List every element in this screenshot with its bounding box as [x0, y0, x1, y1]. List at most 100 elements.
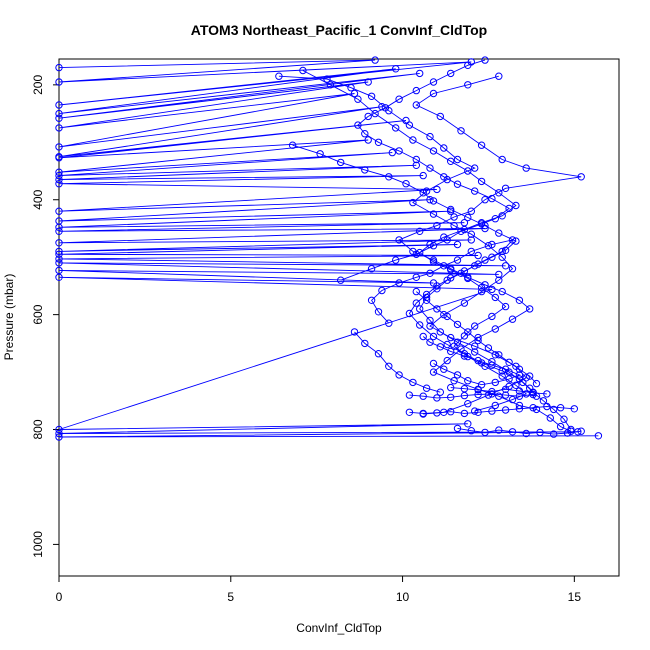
data-point — [570, 405, 578, 413]
data-point — [488, 285, 496, 294]
series-line — [416, 291, 537, 384]
data-point — [498, 155, 506, 164]
data-point — [433, 394, 441, 402]
data-point — [426, 132, 434, 141]
data-point — [412, 273, 420, 281]
data-point — [55, 266, 63, 275]
data-point — [443, 356, 451, 365]
data-point — [471, 164, 479, 172]
data-point — [460, 352, 469, 360]
data-point — [350, 328, 359, 336]
data-point — [433, 185, 441, 194]
chart-title: ATOM3 Northeast_Pacific_1 ConvInf_CldTop — [191, 22, 487, 38]
data-point — [464, 352, 472, 361]
data-point — [419, 332, 427, 341]
data-point — [419, 410, 427, 418]
data-point — [453, 424, 462, 433]
data-point — [498, 287, 506, 296]
data-point — [474, 260, 482, 268]
data-point — [55, 259, 63, 267]
data-point — [460, 299, 469, 307]
data-point — [481, 256, 489, 264]
data-point — [498, 247, 506, 256]
x-axis: 0 5 10 15 — [56, 576, 582, 604]
data-point — [55, 124, 63, 132]
data-point — [55, 207, 63, 215]
data-point — [491, 325, 499, 333]
data-point — [577, 427, 585, 435]
data-point — [522, 164, 530, 172]
x-tick-label: 10 — [396, 590, 410, 604]
x-tick-label: 5 — [227, 590, 234, 604]
data-point — [429, 89, 438, 98]
data-point — [488, 240, 496, 249]
data-point — [464, 81, 472, 89]
series-line — [58, 59, 599, 438]
data-point — [464, 400, 472, 408]
data-point — [55, 168, 63, 176]
data-point — [501, 406, 510, 414]
data-point — [447, 274, 455, 282]
data-point — [477, 283, 486, 292]
data-point — [323, 75, 331, 83]
data-point — [529, 404, 537, 412]
data-point — [464, 61, 472, 70]
data-point — [55, 143, 63, 151]
data-point — [515, 365, 524, 373]
data-point — [433, 282, 441, 290]
data-point — [412, 250, 420, 259]
data-point — [371, 109, 379, 118]
data-point — [457, 227, 465, 236]
data-point — [526, 372, 534, 380]
data-point — [395, 371, 403, 379]
data-point — [508, 236, 517, 244]
data-point — [460, 385, 469, 393]
y-tick-label: 600 — [31, 304, 45, 324]
data-point — [440, 233, 448, 241]
data-point — [498, 372, 506, 380]
data-point — [501, 184, 510, 193]
data-point — [501, 385, 510, 393]
data-point — [374, 350, 383, 358]
data-point — [491, 215, 499, 223]
data-point — [467, 247, 475, 256]
data-point — [436, 328, 444, 336]
series-group — [405, 390, 537, 402]
series-group — [419, 332, 524, 389]
data-point — [594, 432, 603, 440]
data-point — [495, 392, 503, 400]
data-point — [508, 265, 517, 273]
data-point — [560, 415, 568, 423]
data-point — [488, 407, 496, 415]
data-point — [539, 397, 548, 405]
data-point — [275, 72, 283, 80]
data-point — [412, 86, 420, 95]
data-point — [495, 72, 503, 80]
data-point — [429, 210, 438, 218]
data-point — [474, 251, 482, 260]
series-group — [55, 56, 603, 441]
data-point — [543, 390, 551, 398]
data-point — [55, 425, 63, 434]
data-point — [367, 296, 376, 304]
data-point — [447, 157, 455, 166]
data-point — [495, 229, 503, 237]
data-point — [433, 221, 441, 230]
data-point — [392, 124, 400, 132]
data-point — [55, 255, 63, 263]
data-point — [474, 390, 482, 399]
data-point — [501, 391, 510, 399]
data-point — [440, 262, 448, 270]
data-point — [55, 223, 63, 232]
data-point — [440, 173, 448, 181]
data-point — [508, 428, 517, 436]
data-point — [412, 155, 420, 164]
data-point — [501, 302, 510, 311]
data-point — [416, 305, 424, 313]
data-point — [371, 56, 379, 64]
data-point — [361, 130, 369, 138]
series-layer — [55, 56, 603, 441]
data-point — [426, 240, 434, 249]
data-point — [522, 390, 530, 398]
x-tick-label: 15 — [568, 590, 582, 604]
